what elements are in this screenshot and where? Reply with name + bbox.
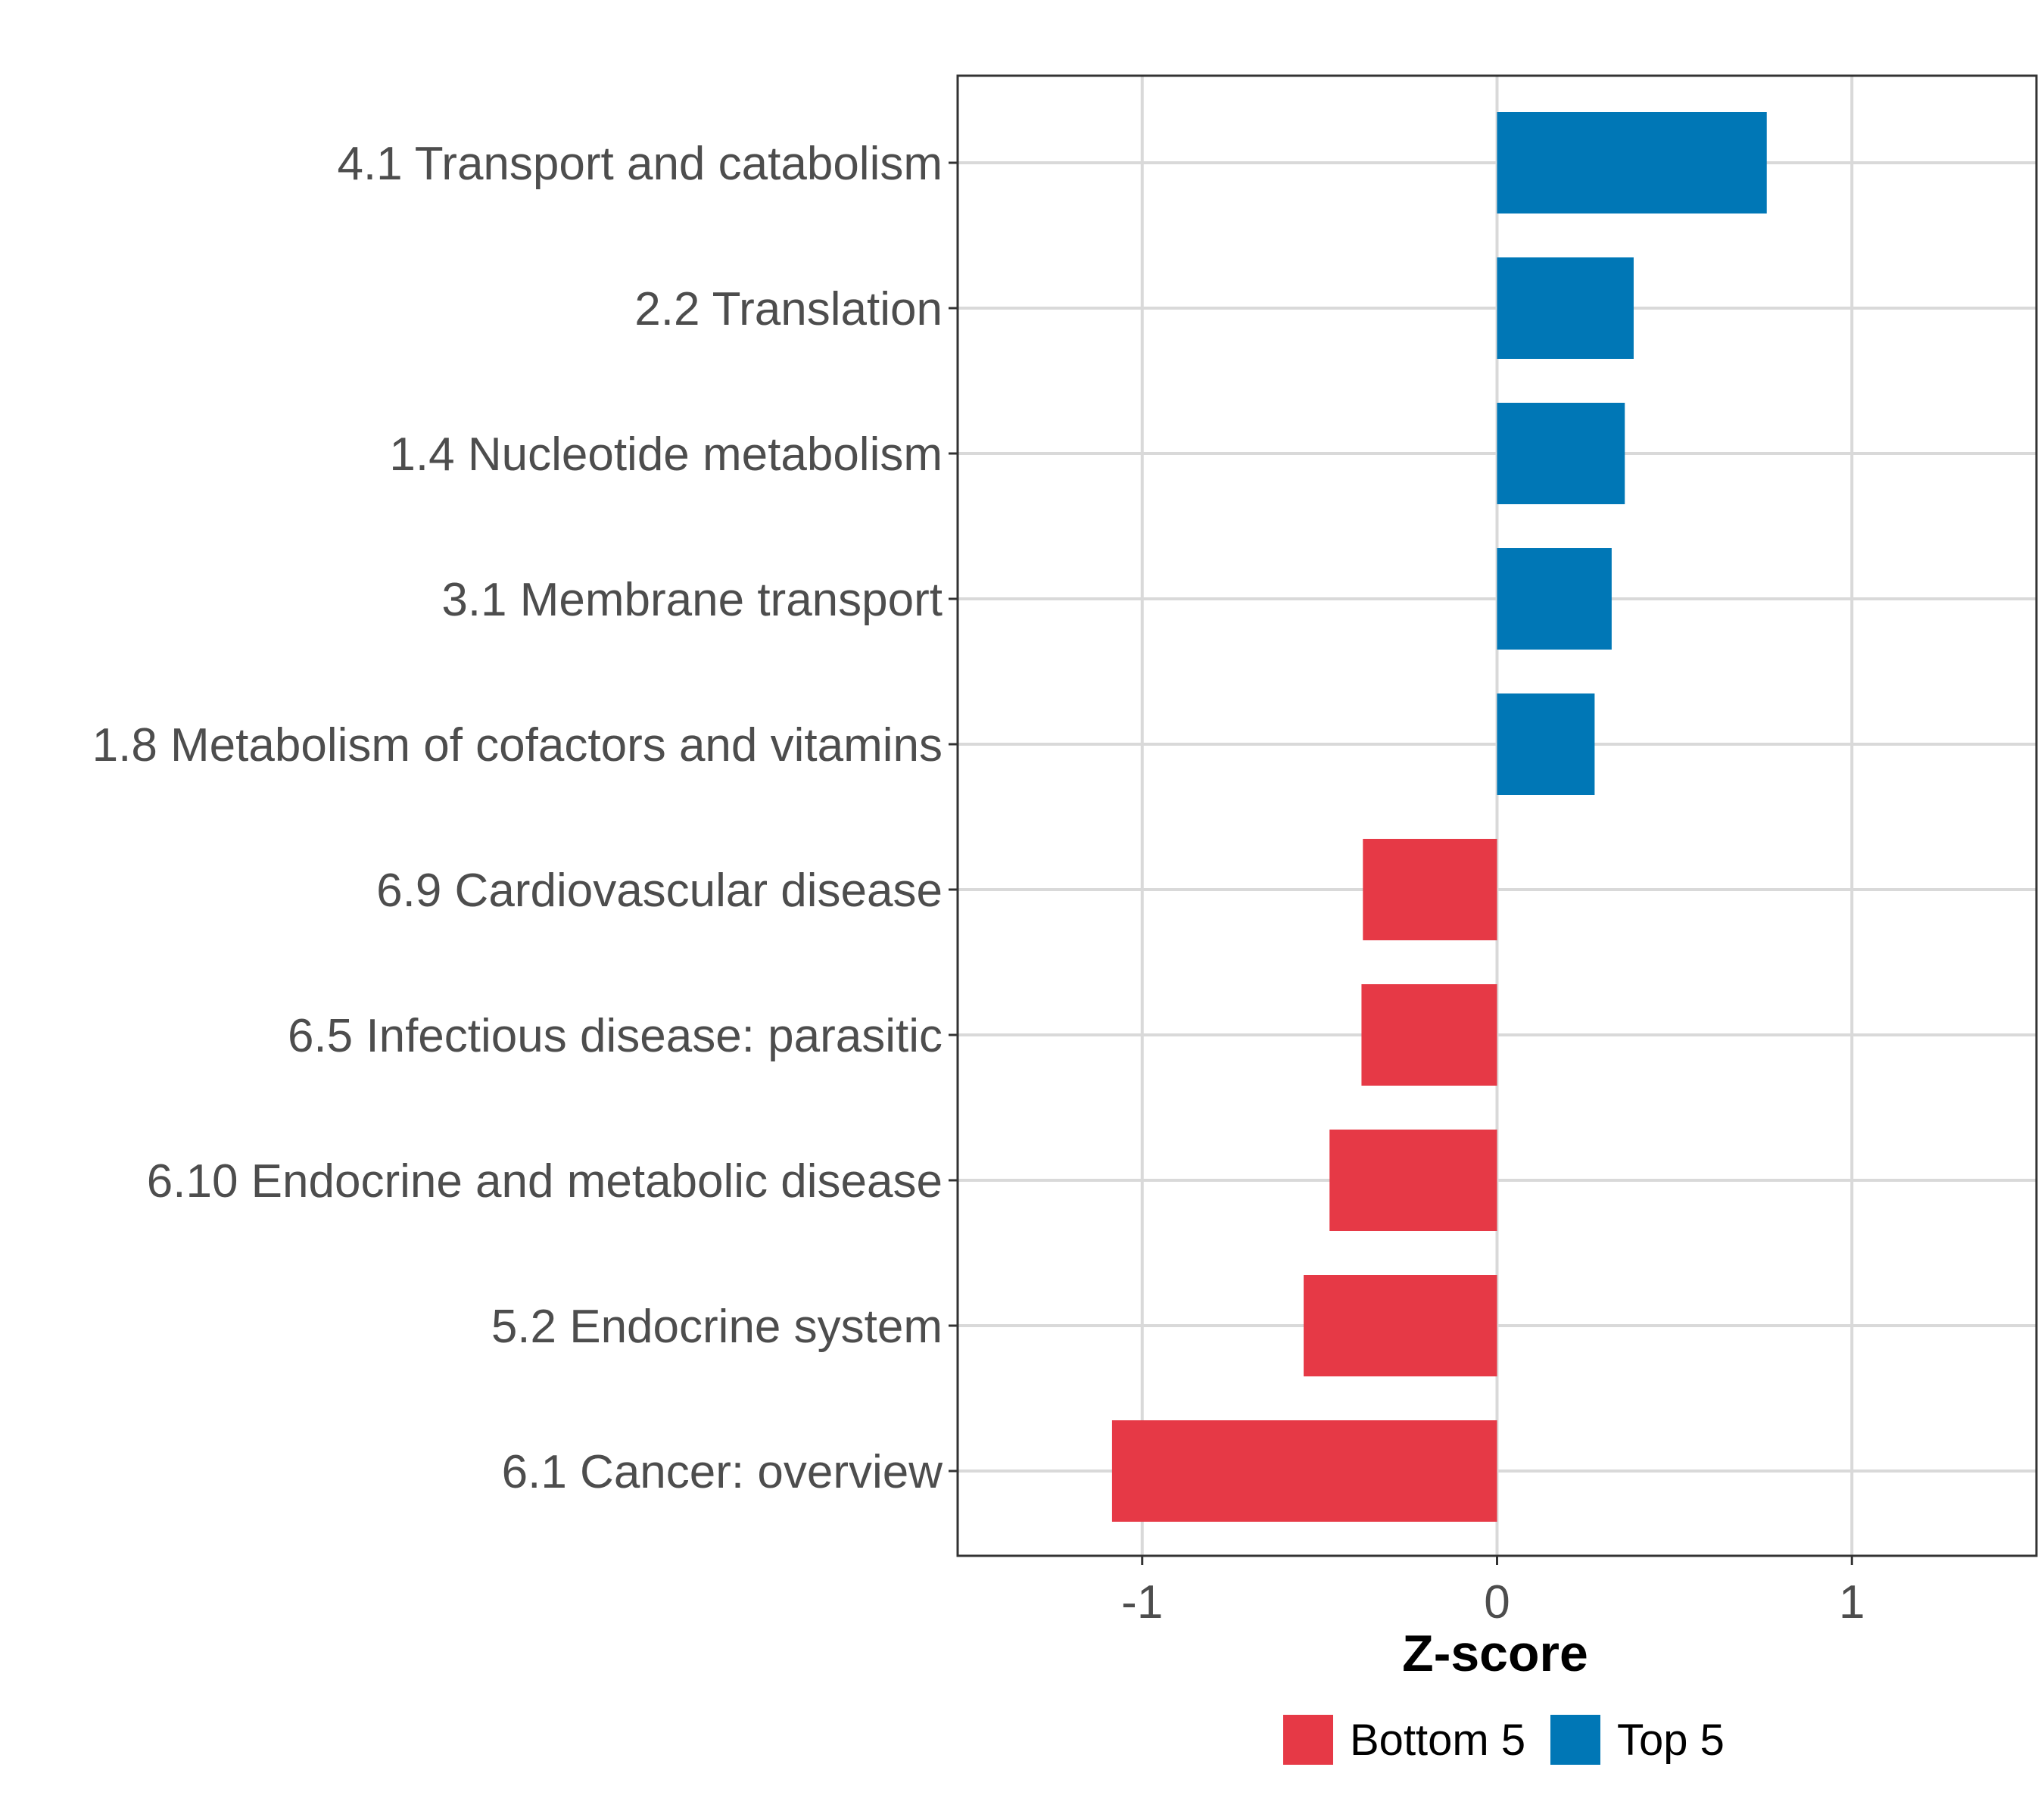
legend-label: Bottom 5 — [1350, 1716, 1525, 1765]
category-label: 6.5 Infectious disease: parasitic — [288, 1010, 943, 1062]
bars-layer — [1111, 112, 1767, 1522]
legend: Bottom 5 Top 5 — [1283, 1715, 1725, 1765]
category-label: 2.2 Translation — [634, 283, 943, 335]
category-label: 6.10 Endocrine and metabolic disease — [147, 1155, 943, 1208]
bar — [1497, 112, 1767, 213]
category-label: 4.1 Transport and catabolism — [337, 138, 943, 190]
x-tick-label: -1 — [1121, 1576, 1163, 1628]
y-axis-categories: 4.1 Transport and catabolism 2.2 Translat… — [92, 138, 958, 1498]
category-label: 6.9 Cardiovascular disease — [376, 865, 943, 917]
bar — [1497, 693, 1595, 795]
bar — [1497, 548, 1612, 650]
legend-swatch — [1550, 1715, 1600, 1765]
bar — [1363, 839, 1497, 940]
bar — [1361, 984, 1497, 1086]
bar — [1304, 1275, 1497, 1376]
category-label: 1.4 Nucleotide metabolism — [389, 429, 943, 481]
bar — [1497, 403, 1625, 504]
bar — [1497, 257, 1634, 359]
bar — [1111, 1420, 1497, 1522]
legend-label: Top 5 — [1617, 1716, 1725, 1765]
category-label: 3.1 Membrane transport — [441, 574, 943, 626]
category-label: 5.2 Endocrine system — [491, 1301, 943, 1353]
category-label: 1.8 Metabolism of cofactors and vitamins — [92, 719, 943, 771]
bar — [1329, 1130, 1497, 1231]
category-label: 6.1 Cancer: overview — [502, 1446, 943, 1498]
legend-swatch — [1283, 1715, 1333, 1765]
x-tick-label: 1 — [1839, 1576, 1865, 1628]
x-tick-label: 0 — [1484, 1576, 1510, 1628]
x-axis-ticks: -1 0 1 — [1121, 1556, 1865, 1628]
x-axis-title: Z-score — [1402, 1625, 1588, 1682]
